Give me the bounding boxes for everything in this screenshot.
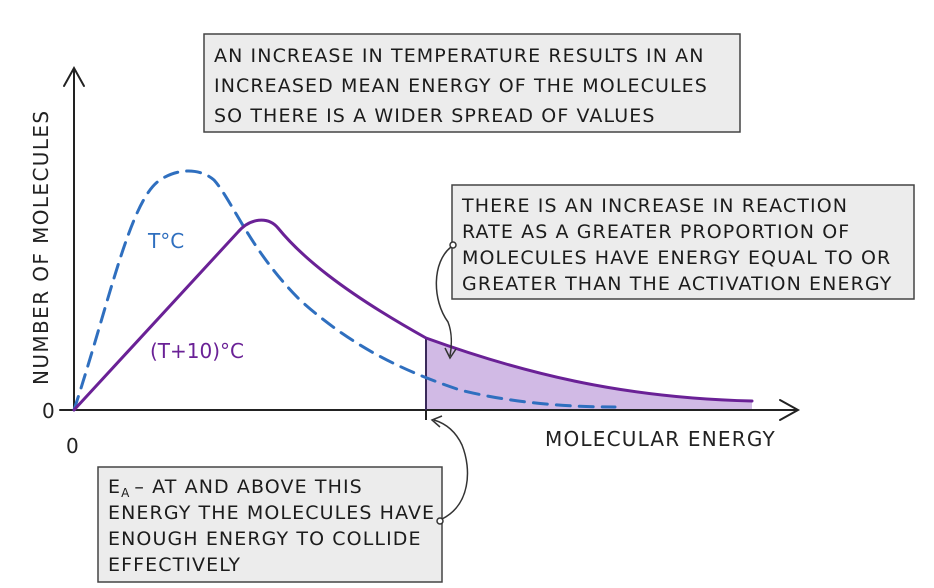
axes	[59, 65, 801, 421]
curve-t-label: T°C	[147, 229, 184, 253]
curve-t-celsius	[72, 169, 617, 412]
curve-t-plus-10-celsius	[72, 218, 754, 412]
box-bottom-line-1-rest: – AT AND ABOVE THIS	[134, 476, 362, 498]
curve-t-plus-10-label: (T+10)°C	[150, 339, 244, 363]
box-top-line-1: AN INCREASE IN TEMPERATURE RESULTS IN AN	[214, 45, 705, 67]
annotation-box-top: AN INCREASE IN TEMPERATURE RESULTS IN AN…	[203, 33, 741, 133]
box-right-line-1: THERE IS AN INCREASE IN REACTION	[461, 195, 848, 217]
box-right-line-3: MOLECULES HAVE ENERGY EQUAL TO OR	[462, 247, 891, 269]
box-bottom-line-3: ENOUGH ENERGY TO COLLIDE	[108, 528, 422, 550]
activation-energy-shaded-area	[426, 338, 752, 410]
box-top-line-3: SO THERE IS A WIDER SPREAD OF VALUES	[214, 105, 656, 127]
ea-symbol: E	[108, 476, 121, 498]
leader-bottom	[430, 415, 469, 525]
leader-right	[435, 241, 457, 360]
annotation-box-right: THERE IS AN INCREASE IN REACTION RATE AS…	[451, 184, 915, 300]
x-axis-label: MOLECULAR ENERGY	[545, 427, 776, 451]
annotation-box-bottom: EA – AT AND ABOVE THIS ENERGY THE MOLECUL…	[97, 466, 443, 583]
ea-subscript: A	[121, 486, 130, 500]
box-right-line-4: GREATER THAN THE ACTIVATION ENERGY	[462, 273, 892, 295]
origin-x-label: 0	[66, 434, 80, 458]
box-top-line-2: INCREASED MEAN ENERGY OF THE MOLECULES	[214, 75, 708, 97]
box-bottom-line-4: EFFECTIVELY	[108, 554, 241, 576]
box-bottom-line-2: ENERGY THE MOLECULES HAVE	[108, 502, 435, 524]
y-axis-label: NUMBER OF MOLECULES	[29, 109, 53, 385]
box-right-line-2: RATE AS A GREATER PROPORTION OF	[462, 221, 850, 243]
x-axis-arrowhead	[779, 399, 801, 421]
y-axis-arrowhead	[63, 65, 85, 87]
origin-y-label: 0	[42, 399, 56, 423]
box-bottom-line-1: EA – AT AND ABOVE THIS	[108, 476, 363, 500]
